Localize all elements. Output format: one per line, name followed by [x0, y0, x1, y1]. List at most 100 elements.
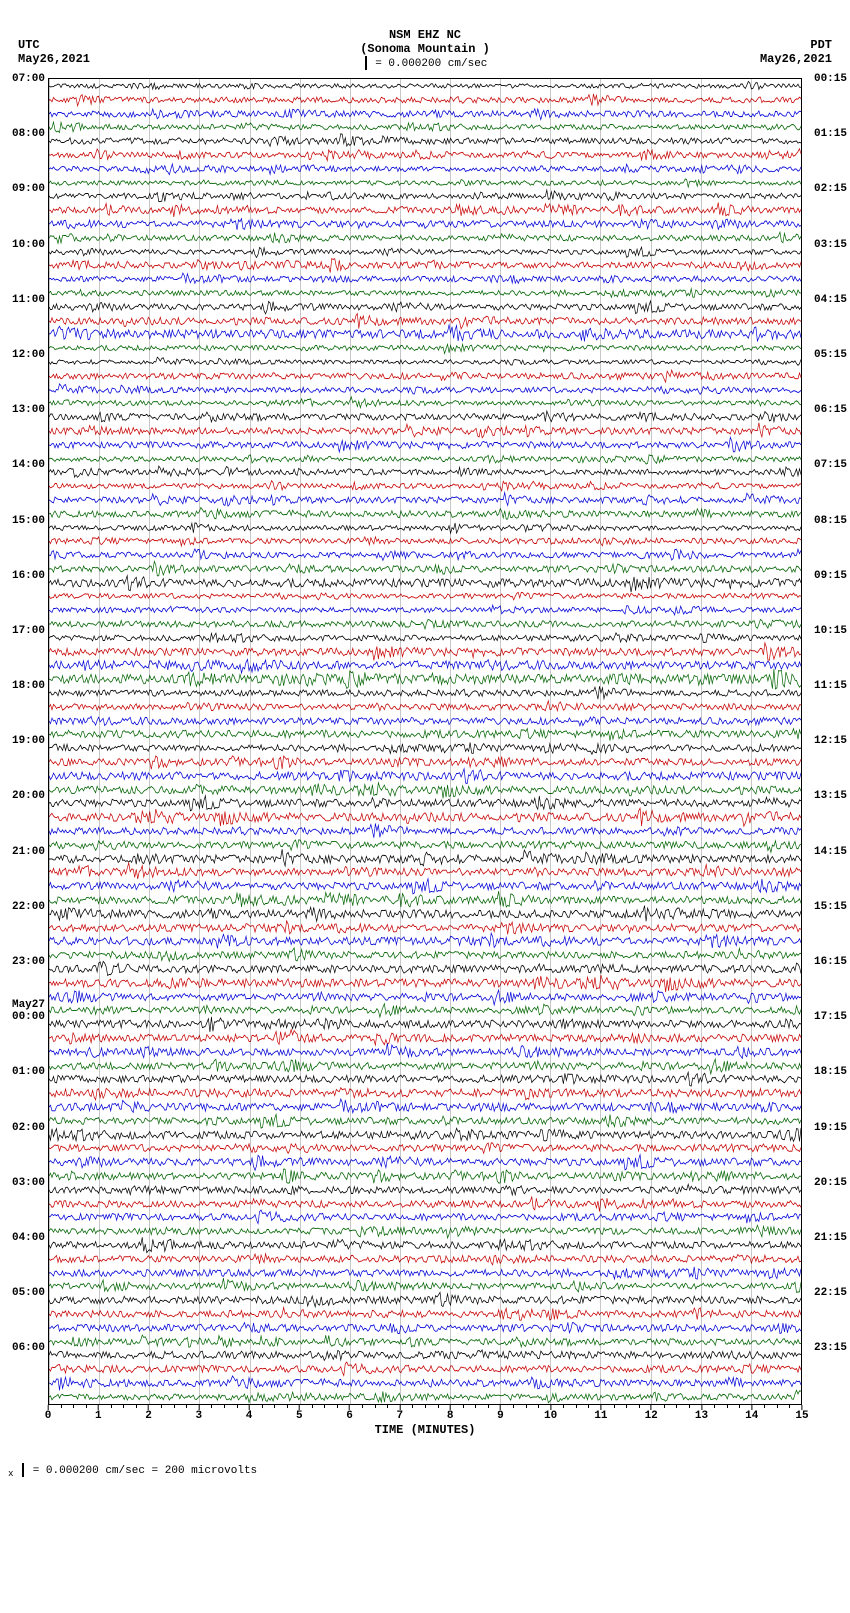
grid-vertical-line — [801, 79, 802, 1404]
x-axis-tick: 3 — [195, 1405, 202, 1422]
local-time-label: 05:15 — [814, 349, 847, 361]
x-axis-tick: 15 — [795, 1405, 808, 1422]
utc-time-label: 10:00 — [3, 239, 45, 251]
local-time-label: 04:15 — [814, 294, 847, 306]
x-axis-minor-tick — [626, 1405, 627, 1408]
local-time-label: 10:15 — [814, 625, 847, 637]
grid-vertical-line — [600, 79, 601, 1404]
x-axis-minor-tick — [488, 1405, 489, 1408]
x-axis-minor-tick — [689, 1405, 690, 1408]
utc-time-label: 01:00 — [3, 1066, 45, 1078]
station-location: (Sonoma Mountain ) — [0, 42, 850, 56]
x-axis-minor-tick — [73, 1405, 74, 1408]
seismogram-chart: UTC May26,2021 PDT May26,2021 NSM EHZ NC… — [0, 0, 850, 1479]
utc-time-label: 11:00 — [3, 294, 45, 306]
right-date: May26,2021 — [760, 52, 832, 66]
utc-time-label: 15:00 — [3, 515, 45, 527]
local-time-label: 06:15 — [814, 404, 847, 416]
x-axis-minor-tick — [714, 1405, 715, 1408]
utc-time-label: 07:00 — [3, 73, 45, 85]
grid-vertical-line — [250, 79, 251, 1404]
x-axis-minor-tick — [211, 1405, 212, 1408]
x-axis-minor-tick — [513, 1405, 514, 1408]
x-axis-minor-tick — [362, 1405, 363, 1408]
x-axis-minor-tick — [111, 1405, 112, 1408]
x-axis-tick: 14 — [745, 1405, 758, 1422]
amplitude-scale: = 0.000200 cm/sec — [0, 56, 850, 70]
utc-time-label: 02:00 — [3, 1122, 45, 1134]
utc-time-label: 14:00 — [3, 459, 45, 471]
x-axis-minor-tick — [463, 1405, 464, 1408]
x-axis: TIME (MINUTES) 0123456789101112131415 — [48, 1405, 802, 1445]
x-axis-minor-tick — [324, 1405, 325, 1408]
day-change-label: May27 — [3, 999, 45, 1011]
grid-vertical-line — [400, 79, 401, 1404]
local-time-label: 01:15 — [814, 128, 847, 140]
x-axis-tick-label: 5 — [296, 1410, 303, 1422]
x-axis-tick-label: 8 — [447, 1410, 454, 1422]
local-time-label: 09:15 — [814, 570, 847, 582]
local-time-label: 20:15 — [814, 1177, 847, 1189]
chart-header: UTC May26,2021 PDT May26,2021 NSM EHZ NC… — [0, 0, 850, 78]
x-axis-minor-tick — [639, 1405, 640, 1408]
x-axis-minor-tick — [174, 1405, 175, 1408]
scale-text: = 0.000200 cm/sec — [375, 58, 487, 70]
local-time-label: 03:15 — [814, 239, 847, 251]
utc-time-label: 20:00 — [3, 790, 45, 802]
x-axis-tick: 5 — [296, 1405, 303, 1422]
utc-time-label: 19:00 — [3, 735, 45, 747]
utc-time-label: 03:00 — [3, 1177, 45, 1189]
x-axis-minor-tick — [538, 1405, 539, 1408]
right-tz: PDT — [760, 38, 832, 52]
x-axis-minor-tick — [186, 1405, 187, 1408]
x-axis-minor-tick — [789, 1405, 790, 1408]
x-axis-tick: 10 — [544, 1405, 557, 1422]
grid-vertical-line — [450, 79, 451, 1404]
x-axis-tick-label: 12 — [645, 1410, 658, 1422]
utc-time-label: 22:00 — [3, 901, 45, 913]
grid-vertical-line — [550, 79, 551, 1404]
x-axis-minor-tick — [387, 1405, 388, 1408]
x-axis-minor-tick — [576, 1405, 577, 1408]
x-axis-minor-tick — [425, 1405, 426, 1408]
x-axis-tick-label: 10 — [544, 1410, 557, 1422]
x-axis-tick: 0 — [45, 1405, 52, 1422]
utc-time-label: 05:00 — [3, 1287, 45, 1299]
scale-bar-icon — [365, 56, 367, 70]
x-axis-minor-tick — [224, 1405, 225, 1408]
x-axis-minor-tick — [274, 1405, 275, 1408]
x-axis-minor-tick — [262, 1405, 263, 1408]
x-axis-tick-label: 6 — [346, 1410, 353, 1422]
grid-vertical-line — [651, 79, 652, 1404]
local-time-label: 08:15 — [814, 515, 847, 527]
grid-vertical-line — [500, 79, 501, 1404]
x-axis-minor-tick — [526, 1405, 527, 1408]
x-axis-tick: 8 — [447, 1405, 454, 1422]
grid-vertical-line — [701, 79, 702, 1404]
x-axis-tick-label: 15 — [795, 1410, 808, 1422]
x-axis-tick-label: 1 — [95, 1410, 102, 1422]
utc-time-label: 16:00 — [3, 570, 45, 582]
footer-sub: x — [8, 1468, 14, 1479]
x-axis-minor-tick — [777, 1405, 778, 1408]
x-axis-minor-tick — [375, 1405, 376, 1408]
grid-vertical-line — [99, 79, 100, 1404]
grid-vertical-line — [199, 79, 200, 1404]
local-time-label: 18:15 — [814, 1066, 847, 1078]
utc-time-label: 12:00 — [3, 349, 45, 361]
footer-scale-bar-icon — [22, 1463, 24, 1477]
grid-vertical-line — [300, 79, 301, 1404]
x-axis-minor-tick — [727, 1405, 728, 1408]
x-axis-tick: 12 — [645, 1405, 658, 1422]
x-axis-tick: 4 — [246, 1405, 253, 1422]
local-time-label: 15:15 — [814, 901, 847, 913]
x-axis-minor-tick — [136, 1405, 137, 1408]
grid-vertical-line — [751, 79, 752, 1404]
x-axis-minor-tick — [412, 1405, 413, 1408]
local-time-label: 19:15 — [814, 1122, 847, 1134]
x-axis-tick: 2 — [145, 1405, 152, 1422]
x-axis-tick-label: 0 — [45, 1410, 52, 1422]
x-axis-tick-label: 11 — [594, 1410, 607, 1422]
left-timezone-block: UTC May26,2021 — [18, 38, 90, 66]
x-axis-minor-tick — [664, 1405, 665, 1408]
